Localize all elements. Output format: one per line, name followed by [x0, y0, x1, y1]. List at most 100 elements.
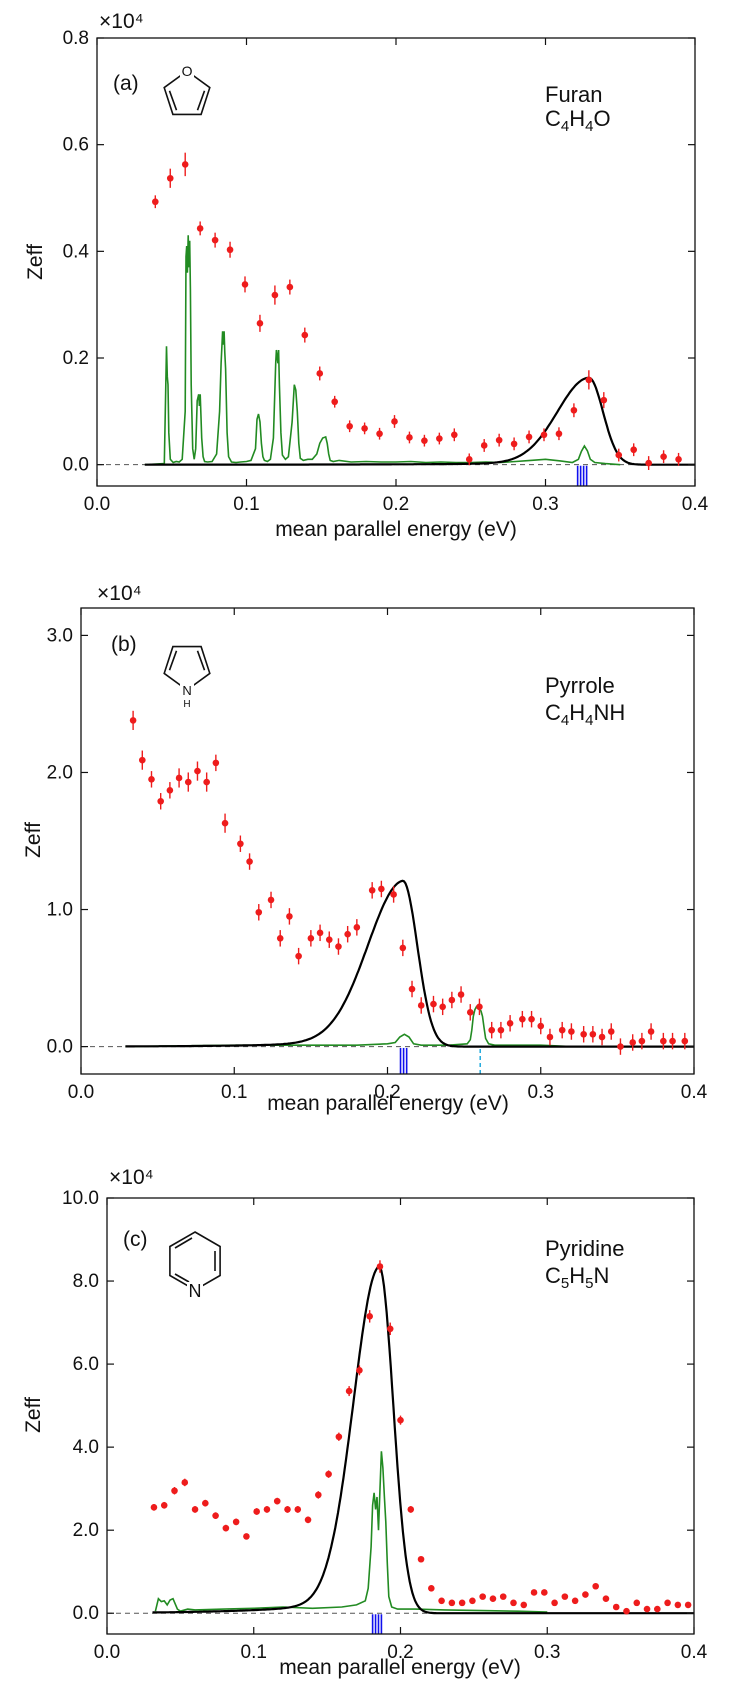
- data-point: [674, 1601, 682, 1609]
- data-point: [598, 1033, 606, 1041]
- x-tick-label: 0.0: [94, 1642, 120, 1663]
- data-point: [448, 1599, 456, 1607]
- data-point: [368, 887, 376, 894]
- data-point: [129, 717, 137, 724]
- data-point: [582, 1591, 589, 1598]
- data-point: [525, 433, 533, 441]
- data-point: [417, 1555, 425, 1563]
- data-point: [160, 1501, 168, 1509]
- data-point: [212, 759, 220, 767]
- y-tick-label: 0.0: [63, 455, 89, 476]
- data-point: [345, 1387, 353, 1395]
- data-point: [325, 1470, 332, 1478]
- data-point: [191, 1506, 199, 1513]
- heteroatom-label: N: [189, 1281, 202, 1301]
- data-point: [541, 1589, 548, 1596]
- x-axis-label: mean parallel energy (eV): [279, 1656, 521, 1679]
- data-point: [346, 422, 353, 430]
- x-tick-label: 0.2: [383, 494, 409, 515]
- data-point: [175, 774, 183, 782]
- x-tick-label: 0.0: [68, 1082, 94, 1103]
- x-axis-label: mean parallel energy (eV): [267, 1092, 509, 1115]
- y-axis-label: Zeff: [24, 244, 47, 280]
- data-point: [428, 1585, 435, 1592]
- data-point: [430, 1000, 437, 1008]
- data-point: [612, 1603, 620, 1611]
- panel-label: (b): [111, 633, 137, 656]
- data-point: [256, 320, 264, 327]
- data-point: [361, 425, 368, 432]
- y-multiplier-label: ×10⁴: [97, 582, 142, 605]
- x-tick-label: 0.1: [233, 494, 259, 515]
- data-point: [335, 943, 342, 950]
- data-point: [489, 1595, 497, 1603]
- data-point: [203, 778, 210, 786]
- data-point: [458, 1599, 466, 1607]
- x-tick-label: 0.4: [682, 494, 709, 515]
- data-point: [551, 1599, 558, 1607]
- data-point: [684, 1601, 692, 1609]
- data-point: [555, 430, 563, 438]
- data-point: [408, 985, 416, 993]
- y-tick-label: 0.6: [63, 135, 89, 156]
- data-point: [212, 1512, 219, 1519]
- data-point: [267, 896, 275, 904]
- data-point: [654, 1605, 661, 1613]
- x-tick-label: 0.3: [532, 494, 558, 515]
- data-point: [263, 1506, 271, 1513]
- plot-area: 0.0 0.1 0.2 0.3 0.4 0.0 1.0 2.0 3.0: [47, 607, 708, 1103]
- data-point: [301, 331, 309, 339]
- data-point: [194, 767, 201, 775]
- y-tick-label: 3.0: [47, 625, 73, 646]
- data-point: [150, 1504, 158, 1511]
- data-point: [376, 430, 383, 438]
- data-point: [638, 1037, 646, 1045]
- calculated-spectrum-line: [144, 235, 621, 466]
- data-point: [335, 1433, 343, 1441]
- data-point: [391, 418, 398, 425]
- data-point: [571, 1597, 579, 1605]
- data-point: [356, 1367, 363, 1374]
- data-point: [589, 1030, 597, 1038]
- data-point: [421, 437, 428, 444]
- x-tick-label: 0.3: [528, 1082, 554, 1103]
- data-point: [630, 446, 638, 454]
- data-point: [284, 1506, 291, 1513]
- data-point: [226, 246, 234, 254]
- y-tick-label: 0.4: [63, 241, 90, 262]
- data-point: [629, 1039, 636, 1046]
- data-point: [457, 991, 465, 998]
- data-point: [295, 952, 302, 960]
- x-tick-label: 0.4: [681, 1642, 708, 1663]
- data-point: [246, 858, 253, 865]
- x-tick-label: 0.3: [534, 1642, 560, 1663]
- data-point: [643, 1605, 651, 1613]
- plot-area: 0.0 0.1 0.2 0.3 0.4 0.0 2.0 4.0 6.0 8.0 10.0: [62, 1188, 708, 1663]
- data-point: [546, 1033, 554, 1041]
- data-point: [480, 442, 488, 449]
- y-tick-label: 6.0: [73, 1354, 99, 1375]
- data-point: [222, 1524, 230, 1532]
- data-point: [439, 1003, 446, 1011]
- data-point: [152, 198, 159, 206]
- data-point: [166, 786, 174, 794]
- data-point: [181, 161, 189, 168]
- data-point: [540, 431, 548, 439]
- data-point: [273, 1497, 281, 1505]
- data-point: [669, 1037, 676, 1045]
- data-point: [497, 1026, 505, 1034]
- data-point: [202, 1499, 209, 1507]
- data-point: [530, 1589, 538, 1596]
- data-point: [600, 396, 608, 404]
- heteroatom-label: O: [182, 63, 193, 79]
- data-point: [499, 1593, 507, 1600]
- data-point: [232, 1518, 240, 1526]
- panel-pyridine: ×10⁴ Zeff mean parallel energy (eV) (c) …: [22, 1166, 708, 1679]
- data-point: [537, 1022, 545, 1030]
- data-point: [304, 1516, 312, 1524]
- data-point: [585, 376, 593, 384]
- data-point: [488, 1026, 496, 1034]
- panel-pyrrole: ×10⁴ Zeff mean parallel energy (eV) (b) …: [22, 582, 708, 1115]
- y-tick-label: 10.0: [62, 1188, 99, 1209]
